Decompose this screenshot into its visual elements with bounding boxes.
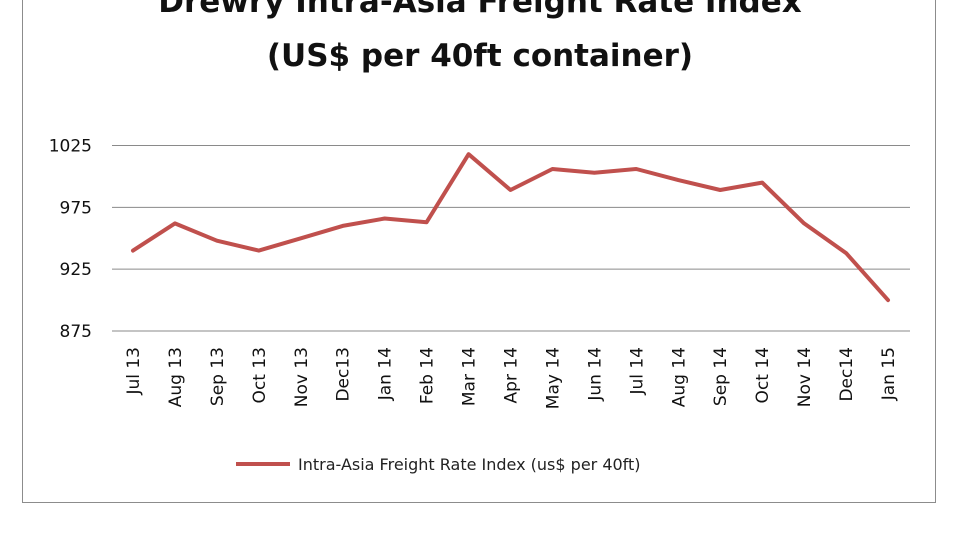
x-tick-label: Feb 14 <box>418 347 438 404</box>
x-tick-label: Nov 14 <box>795 347 815 407</box>
series-line <box>131 152 890 303</box>
x-tick-label: Sep 13 <box>208 347 228 406</box>
chart-title: Drewry Intra-Asia Freight Rate Index <box>158 0 802 20</box>
chart-subtitle: (US$ per 40ft container) <box>266 38 694 74</box>
x-tick-label: Aug 14 <box>669 347 689 407</box>
x-tick-label: Jan 14 <box>376 347 396 401</box>
gridlines <box>112 145 910 332</box>
y-axis-ticks: 875 925 975 1025 <box>49 137 92 343</box>
x-axis-ticks: Jul 13 Aug 13 Sep 13 Oct 13 Nov 13 Dec13 Jan 1… <box>124 347 899 409</box>
series-group <box>131 152 890 303</box>
x-tick-label: Dec14 <box>837 347 857 402</box>
y-tick-label: 875 <box>60 322 92 342</box>
x-tick-label: Oct 13 <box>250 347 270 403</box>
chart-frame <box>22 0 936 503</box>
x-tick-label: Aug 13 <box>166 347 186 407</box>
legend-label: Intra-Asia Freight Rate Index (us$ per 4… <box>298 455 641 474</box>
x-tick-label: Jun 14 <box>585 347 605 402</box>
x-tick-label: Apr 14 <box>502 347 522 403</box>
x-tick-label: Dec13 <box>334 347 354 402</box>
x-tick-label: Nov 13 <box>292 347 312 407</box>
x-tick-label: Jul 13 <box>124 347 144 396</box>
y-tick-label: 975 <box>60 198 92 218</box>
y-tick-label: 1025 <box>49 137 92 157</box>
x-tick-label: Sep 14 <box>711 347 731 406</box>
x-tick-label: Oct 14 <box>753 347 773 403</box>
x-tick-label: Jul 14 <box>627 347 647 396</box>
legend: Intra-Asia Freight Rate Index (us$ per 4… <box>236 455 641 474</box>
x-tick-label: Jan 15 <box>879 347 899 401</box>
x-tick-label: Mar 14 <box>460 347 480 406</box>
y-tick-label: 925 <box>60 260 92 280</box>
x-tick-label: May 14 <box>543 347 563 409</box>
